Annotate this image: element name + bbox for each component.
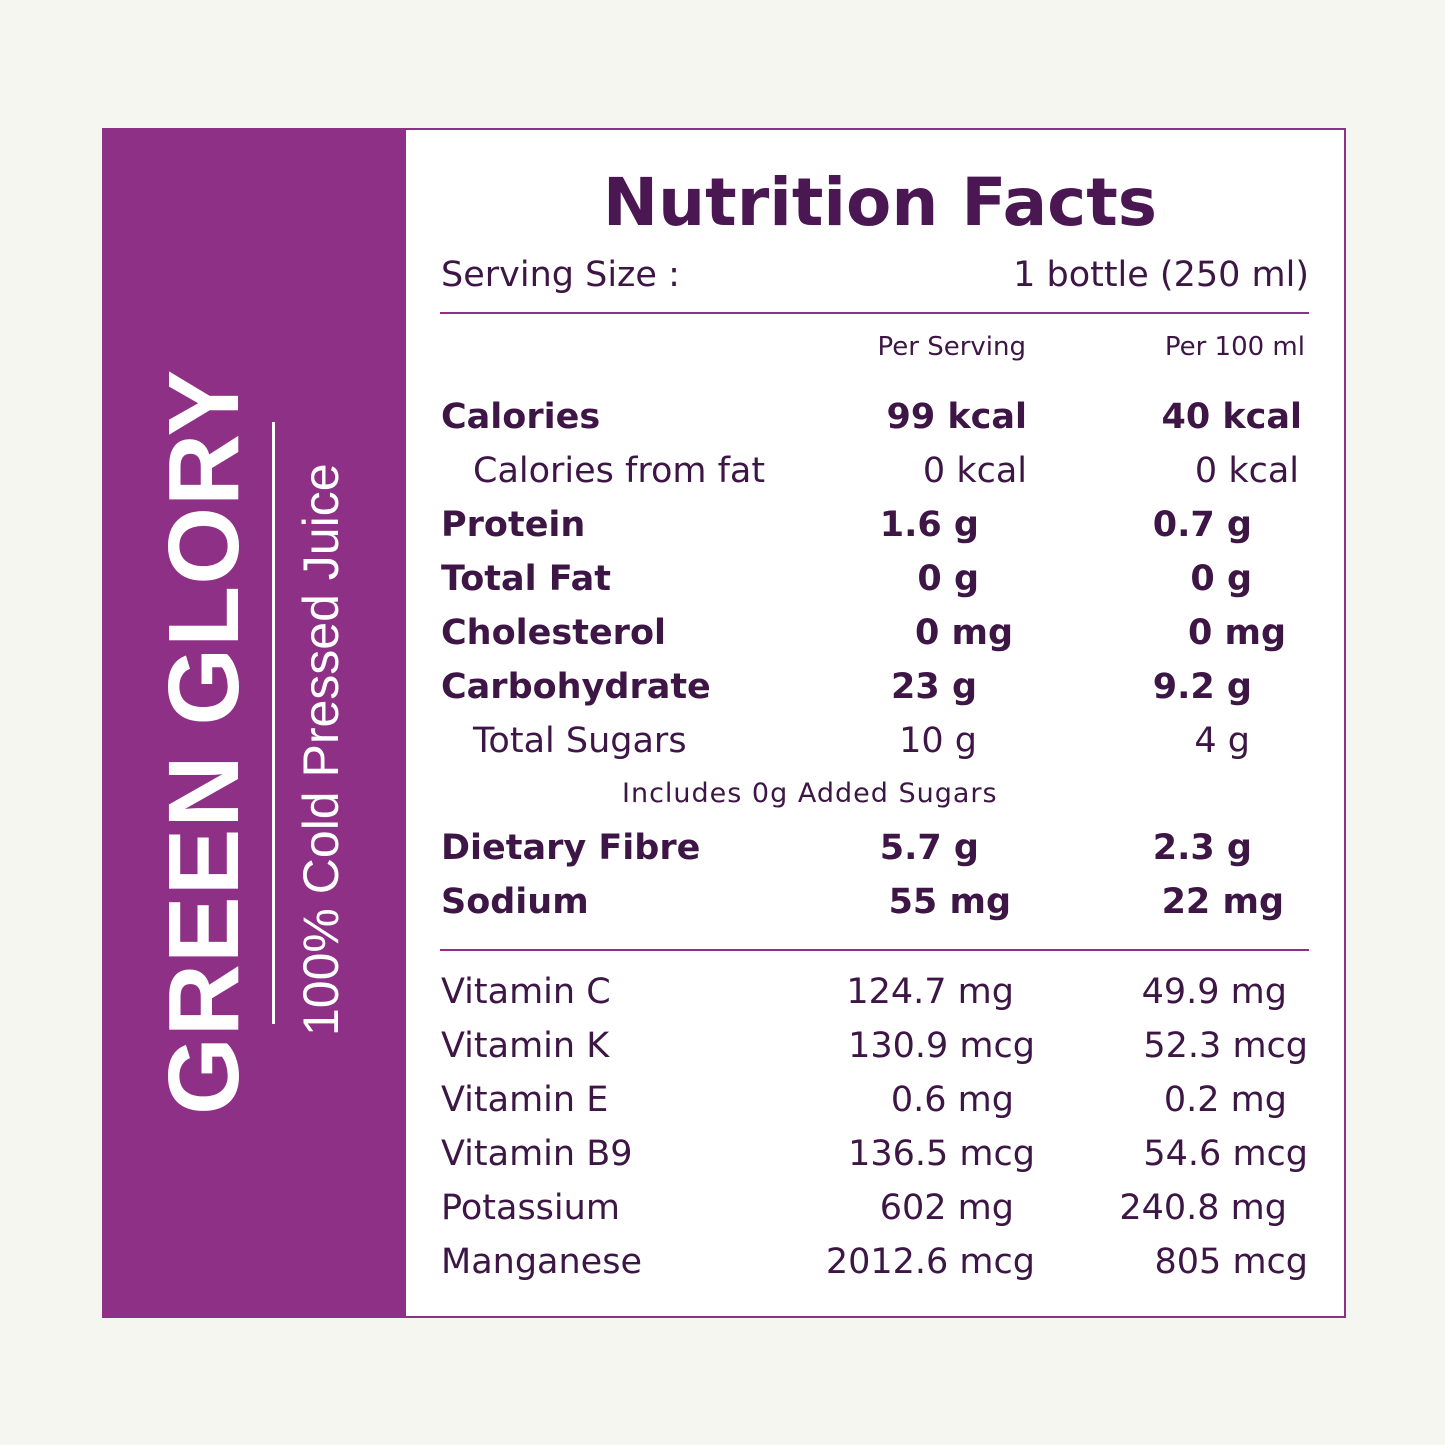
nutrient-label: Total Sugars: [473, 721, 687, 761]
micronutrient-value-per-100ml: 52.3 mcg: [1143, 1026, 1308, 1066]
nutrient-value-per-100ml: 22 mg: [1161, 882, 1284, 922]
micronutrient-value-per-100ml: 0.2 mg: [1163, 1080, 1287, 1120]
micronutrient-value-per-100ml: 49.9 mg: [1141, 972, 1287, 1012]
nutrient-value-per-100ml: 0 kcal: [1194, 451, 1299, 491]
brand-sidebar: [104, 130, 406, 1316]
micronutrient-label: Vitamin C: [441, 972, 611, 1012]
nutrient-value-per-100ml: 0 mg: [1187, 613, 1286, 653]
micronutrient-value-per-serving: 2012.6 mcg: [825, 1242, 1035, 1282]
nutrient-value-per-100ml: 40 kcal: [1161, 397, 1302, 437]
nutrient-value-per-serving: 0 kcal: [922, 451, 1027, 491]
micronutrient-value-per-serving: 124.7 mg: [846, 972, 1014, 1012]
serving-size-label: Serving Size :: [441, 255, 680, 295]
nutrient-value-per-serving: 99 kcal: [886, 397, 1027, 437]
micronutrient-value-per-100ml: 805 mcg: [1154, 1242, 1308, 1282]
nutrient-value-per-serving: 23 g: [891, 667, 977, 707]
micronutrient-value-per-serving: 602 mg: [879, 1188, 1014, 1228]
brand-tagline: 100% Cold Pressed Juice: [293, 463, 349, 1036]
nutrient-value-per-100ml: 0.7 g: [1152, 505, 1252, 545]
micronutrient-label: Vitamin E: [441, 1080, 609, 1120]
nutrient-value-per-serving: 55 mg: [888, 882, 1011, 922]
micronutrient-label: Potassium: [441, 1188, 620, 1228]
nutrient-value-per-100ml: 0 g: [1190, 559, 1252, 599]
micronutrient-value-per-100ml: 240.8 mg: [1119, 1188, 1287, 1228]
nutrient-value-per-serving: 10 g: [899, 721, 977, 761]
micronutrient-value-per-serving: 136.5 mcg: [848, 1134, 1035, 1174]
micronutrient-value-per-serving: 130.9 mcg: [848, 1026, 1035, 1066]
nutrient-value-per-100ml: 4 g: [1194, 721, 1250, 761]
micronutrient-label: Vitamin B9: [441, 1134, 633, 1174]
serving-size-value: 1 bottle (250 ml): [1013, 255, 1309, 295]
divider-bottom: [440, 949, 1309, 951]
nutrient-value-per-serving: 0 mg: [914, 613, 1013, 653]
nutrient-label: Protein: [441, 505, 586, 545]
micronutrient-label: Vitamin K: [441, 1026, 610, 1066]
nutrition-facts-title: Nutrition Facts: [602, 164, 1158, 241]
nutrition-card: [102, 128, 1346, 1318]
nutrient-value-per-100ml: 9.2 g: [1152, 667, 1252, 707]
nutrient-value-per-serving: 5.7 g: [879, 828, 979, 868]
nutrient-value-per-serving: 1.6 g: [879, 505, 979, 545]
nutrient-value-per-serving: 0 g: [917, 559, 979, 599]
micronutrient-label: Manganese: [441, 1242, 642, 1282]
nutrient-label: Carbohydrate: [441, 667, 711, 707]
added-sugars-note: Includes 0g Added Sugars: [622, 778, 998, 809]
micronutrient-value-per-100ml: 54.6 mcg: [1143, 1134, 1308, 1174]
nutrient-label: Calories: [441, 397, 601, 437]
nutrient-value-per-100ml: 2.3 g: [1152, 828, 1252, 868]
divider-top: [440, 312, 1309, 314]
micronutrient-value-per-serving: 0.6 mg: [890, 1080, 1014, 1120]
column-header-per-serving: Per Serving: [877, 332, 1026, 362]
nutrient-label: Calories from fat: [473, 451, 766, 491]
nutrient-label: Sodium: [441, 882, 589, 922]
nutrient-label: Cholesterol: [441, 613, 666, 653]
sidebar-divider: [272, 422, 275, 1024]
nutrient-label: Dietary Fibre: [441, 828, 701, 868]
brand-name: GREEN GLORY: [148, 368, 260, 1115]
column-header-per-100ml: Per 100 ml: [1164, 332, 1305, 362]
nutrient-label: Total Fat: [441, 559, 612, 599]
